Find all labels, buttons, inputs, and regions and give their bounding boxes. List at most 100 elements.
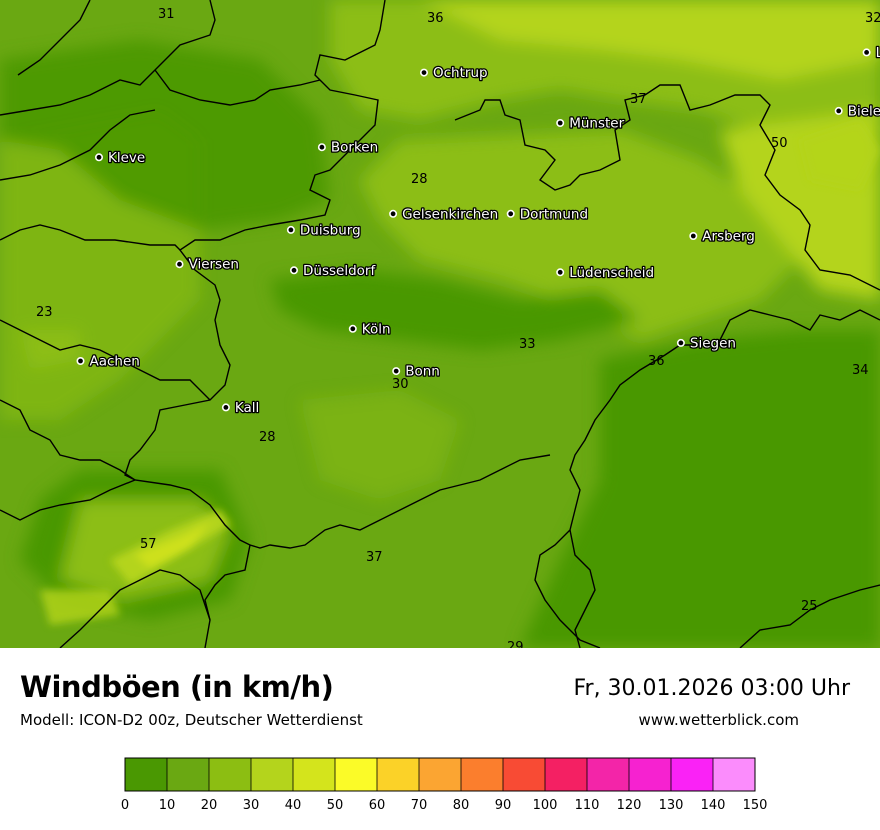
wind-field-ridge (40, 120, 880, 625)
city-marker: Duisburg (286, 221, 362, 240)
legend-tick: 30 (243, 798, 260, 813)
value-label: 32 (865, 11, 880, 26)
border-nl-coast (0, 109, 156, 181)
wind-field-area (420, 0, 880, 80)
city-marker: Düsseldorf (289, 261, 378, 280)
city-label: Köln (362, 321, 391, 337)
wind-field-area (520, 330, 880, 648)
legend-swatch (167, 758, 209, 791)
city-dot (221, 403, 230, 412)
city-marker: Kleve (95, 149, 147, 167)
border-nl-de (124, 0, 386, 648)
legend-swatch (419, 758, 461, 791)
city-marker: Lüdenscheid (556, 263, 655, 282)
border-nl-prov (0, 0, 216, 116)
city-dot (76, 356, 85, 365)
city-label: Siegen (690, 335, 736, 351)
city-dot (556, 268, 565, 277)
city-label: Lüdenscheid (569, 265, 654, 281)
city-label: Aachen (90, 354, 140, 370)
city-dot (95, 153, 104, 162)
wind-field-area (360, 130, 800, 340)
city-dot (389, 209, 398, 218)
city-label: Arsberg (702, 229, 755, 245)
website-link[interactable]: www.wetterblick.com (638, 711, 799, 729)
value-label: 29 (507, 640, 524, 648)
city-marker: Viersen (175, 255, 240, 274)
city-label: Kall (235, 400, 259, 416)
ridge-area (40, 590, 120, 625)
city-label: Dortmund (520, 206, 588, 222)
legend-tick: 120 (617, 798, 642, 813)
value-label: 37 (630, 92, 647, 107)
legend-swatch (251, 758, 293, 791)
city-label: Borken (331, 140, 378, 156)
forecast-datetime: Fr, 30.01.2026 03:00 Uhr (573, 676, 850, 701)
footer: Windböen (in km/h) Modell: ICON-D2 00z, … (0, 648, 880, 830)
border-be-nl (0, 399, 136, 481)
city-marker: Kall (221, 399, 261, 417)
legend-tick: 10 (159, 798, 176, 813)
city-dot (862, 48, 871, 57)
border-lux (59, 569, 211, 648)
legend-tick: 110 (575, 798, 600, 813)
city-marker: Siegen (676, 334, 737, 353)
value-label: 28 (259, 430, 276, 445)
city-dot (556, 119, 565, 128)
legend-tick: 40 (285, 798, 302, 813)
city-dot (392, 367, 401, 376)
city-dot (175, 260, 184, 269)
map-title: Windböen (in km/h) (20, 670, 334, 704)
border-nrw-rlp (249, 454, 551, 549)
city-label: Düsseldorf (303, 263, 376, 279)
legend-tick: 20 (201, 798, 218, 813)
legend-swatch (293, 758, 335, 791)
legend-tick: 60 (369, 798, 386, 813)
city-marker: Bonn (392, 362, 441, 381)
city-label: Bonn (405, 364, 440, 380)
city-dot (419, 68, 428, 77)
legend-swatch (629, 758, 671, 791)
border-nl-prov (0, 224, 181, 251)
legend-swatch (503, 758, 545, 791)
city-dot (689, 232, 698, 241)
city-marker: Bielefeld (834, 102, 880, 121)
city-label: Münster (569, 116, 624, 132)
value-labels: 31 36 32 37 50 28 23 33 36 34 30 28 57 3… (36, 7, 880, 648)
legend-tick: 130 (659, 798, 684, 813)
city-label: Viersen (189, 257, 239, 273)
border-east (739, 584, 880, 648)
city-dot (676, 338, 685, 347)
city-label: Bielefeld (848, 103, 880, 119)
legend-tick: 90 (495, 798, 512, 813)
border-be-prov (0, 479, 136, 521)
legend-swatch (377, 758, 419, 791)
value-label: 23 (36, 305, 53, 320)
value-label: 25 (801, 599, 818, 614)
city-dot (289, 266, 298, 275)
city-dot (286, 225, 295, 234)
legend-swatch (461, 758, 503, 791)
city-label: Gelsenkirchen (402, 206, 498, 222)
wind-field-area (0, 40, 330, 230)
wind-field (0, 0, 880, 648)
city-marker: Gelsenkirchen (389, 205, 499, 224)
legend-tick: 0 (121, 798, 129, 813)
legend-swatch (545, 758, 587, 791)
value-label: 57 (140, 537, 157, 552)
city-marker: Aachen (76, 352, 141, 371)
color-legend: 0 10 20 30 40 50 60 70 80 90 100 110 120 130 140 150 (121, 757, 767, 813)
border-nl-prov (17, 0, 91, 76)
city-label: Ochtrup (433, 65, 488, 81)
city-dot (834, 106, 843, 115)
wind-field-area (20, 330, 80, 370)
border-nl-prov (154, 69, 321, 106)
city-label: Duisburg (300, 222, 361, 238)
city-marker: Köln (348, 320, 392, 339)
city-label: Kleve (108, 150, 145, 166)
city-marker: Münster (556, 114, 626, 133)
legend-swatch (335, 758, 377, 791)
ridge-area (800, 120, 880, 190)
value-label: 30 (392, 377, 409, 392)
border-nl-prov (0, 319, 211, 401)
